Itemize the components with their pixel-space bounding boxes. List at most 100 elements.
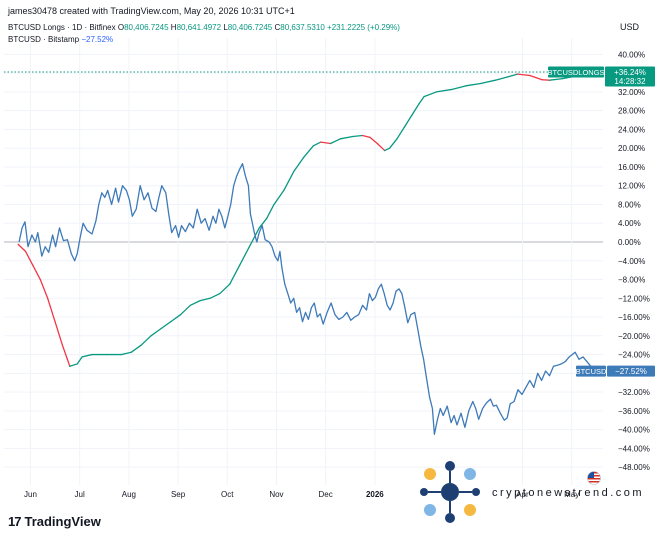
longs-segment (120, 351, 132, 356)
y-tick-label: 0.00% (618, 238, 641, 247)
longs-segment (339, 135, 354, 140)
longs-segment (548, 78, 563, 81)
legend-c-label: C (274, 23, 281, 32)
longs-segment (450, 85, 467, 91)
y-tick-label: −40.00% (618, 426, 650, 435)
x-tick-label: 2026 (366, 490, 384, 499)
longs-segment (199, 297, 211, 302)
y-tick-label: 40.00% (618, 50, 645, 59)
legend-l-value: 80,406.7245 (227, 23, 273, 32)
longs-segment (209, 292, 221, 299)
y-tick-label: −48.00% (618, 463, 650, 472)
longs-segment (479, 79, 497, 85)
longs-segment (219, 283, 231, 295)
longs-segment (283, 170, 295, 192)
longs-value-badge-text: +36.24% (614, 68, 646, 77)
longs-segment (258, 217, 268, 229)
longs-segment (150, 328, 162, 337)
longs-segment (81, 353, 93, 358)
series-btcusd (18, 163, 596, 435)
longs-segment (39, 278, 49, 299)
longs-segment (76, 356, 83, 365)
longs-time-badge-text: 14:28:32 (614, 77, 646, 86)
longs-segment (418, 95, 425, 105)
longs-segment (494, 76, 509, 81)
y-tick-label: 4.00% (618, 219, 641, 228)
grid-lines (4, 38, 603, 485)
y-tick-label: −16.00% (618, 313, 650, 322)
watermark-logo-icon (418, 460, 482, 529)
longs-segment (130, 344, 142, 353)
longs-segment (293, 156, 305, 173)
x-tick-label: May (564, 490, 579, 499)
longs-segment (54, 321, 64, 346)
legend: BTCUSD Longs · 1D · Bitfinex O80,406.724… (8, 22, 400, 46)
longs-segment (465, 82, 482, 87)
legend-o-value: 80,406.7245 (124, 23, 169, 32)
y-tick-label: 8.00% (618, 200, 641, 209)
longs-name-badge (548, 66, 604, 78)
longs-name-badge-text: BTCUSDLONGS (547, 68, 604, 77)
legend-row-longs[interactable]: BTCUSD Longs · 1D · Bitfinex O80,406.724… (8, 22, 400, 34)
btcusd-line (18, 163, 596, 435)
price-badges: BTCUSDLONGS +36.24%14:28:32 BTCUSD −27.52% (547, 66, 655, 377)
legend-o-label: O (117, 23, 125, 32)
btcusd-name-badge (576, 365, 606, 377)
longs-segment (32, 264, 41, 281)
btcusd-value-badge (607, 365, 655, 377)
longs-segment (140, 335, 152, 346)
longs-segment (423, 91, 438, 98)
legend-row-btcusd[interactable]: BTCUSD · Bitstamp −27.52% (8, 34, 400, 46)
legend-change: +231.2225 (+0.29%) (327, 23, 400, 32)
longs-segment (66, 358, 71, 367)
legend-c-value: 80,637.5310 (280, 23, 325, 32)
y-tick-label: −36.00% (618, 407, 650, 416)
y-tick-label: −20.00% (618, 332, 650, 341)
longs-segment (329, 138, 342, 145)
legend-series2-name: BTCUSD · Bitstamp (8, 35, 80, 44)
x-tick-label: Jun (24, 490, 37, 499)
y-tick-label: −32.00% (618, 388, 650, 397)
tradingview-brand: TradingView (24, 514, 101, 529)
series-btcusd-longs (4, 71, 596, 367)
longs-segment (160, 321, 172, 330)
longs-segment (352, 134, 364, 138)
y-axis-currency: USD (620, 22, 640, 32)
longs-segment (384, 147, 391, 152)
chart-header: james30478 created with TradingView.com,… (8, 6, 295, 16)
longs-segment (403, 114, 413, 128)
longs-segment (376, 142, 386, 152)
tradingview-mark-icon: 17 (8, 514, 22, 529)
longs-segment (302, 145, 315, 159)
longs-segment (529, 74, 543, 81)
longs-segment (24, 250, 34, 267)
x-tick-label: Aug (122, 490, 136, 499)
y-tick-label: −44.00% (618, 444, 650, 453)
longs-segment (369, 136, 378, 145)
longs-segment (179, 304, 192, 316)
legend-series2-change: −27.52% (81, 35, 114, 44)
x-axis: Jun Jul Aug Sep Oct Nov Dec 2026 Apr May (24, 490, 579, 499)
longs-segment (170, 314, 182, 323)
longs-value-badge (605, 66, 655, 87)
y-tick-label: 28.00% (618, 107, 645, 116)
x-tick-label: Dec (319, 490, 333, 499)
us-flag-icon[interactable] (587, 471, 601, 490)
y-tick-label: −8.00% (618, 276, 645, 285)
x-tick-label: Sep (171, 490, 186, 499)
longs-segment (435, 88, 452, 93)
longs-segment (411, 102, 420, 117)
longs-segment (248, 227, 260, 248)
longs-segment (238, 246, 251, 267)
x-tick-label: Jul (75, 490, 85, 499)
longs-segment (507, 73, 519, 78)
btcusd-name-badge-text: BTCUSD (576, 367, 607, 376)
y-tick-label: 32.00% (618, 88, 645, 97)
longs-segment (17, 243, 27, 253)
tradingview-logo[interactable]: 17 TradingView (8, 514, 101, 529)
x-tick-label: Oct (221, 490, 234, 499)
longs-segment (47, 297, 56, 323)
y-tick-label: 20.00% (618, 144, 645, 153)
x-tick-label: Apr (516, 490, 529, 499)
